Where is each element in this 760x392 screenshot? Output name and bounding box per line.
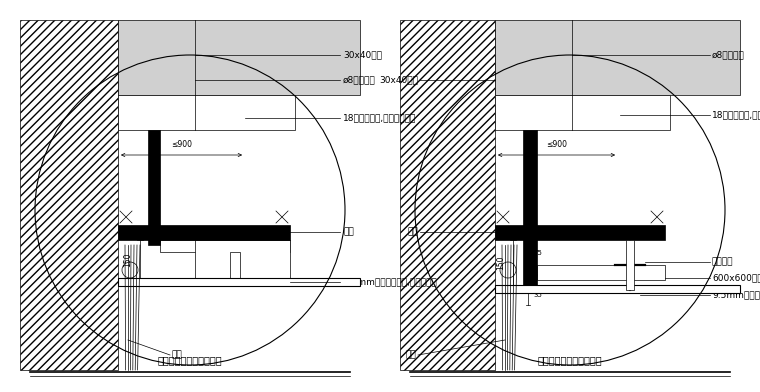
Bar — [495, 20, 740, 95]
Text: 18厚细木工板,肠刷防火处理: 18厚细木工板,肠刷防火处理 — [343, 114, 416, 123]
Bar — [230, 252, 240, 280]
Text: 150: 150 — [123, 253, 132, 267]
Text: 64: 64 — [533, 272, 542, 278]
Text: 窗帘: 窗帘 — [172, 350, 182, 359]
Text: ≤900: ≤900 — [171, 140, 192, 149]
Bar — [495, 225, 665, 240]
Text: ≤900: ≤900 — [546, 140, 567, 149]
Bar — [523, 130, 537, 285]
Text: 石膏板吊顶窗帘盒剖面图: 石膏板吊顶窗帘盒剖面图 — [157, 355, 223, 365]
Text: 75: 75 — [533, 249, 542, 256]
Bar — [195, 240, 290, 280]
Bar — [160, 240, 290, 252]
Text: ø8镀锌吊杆: ø8镀锌吊杆 — [343, 76, 375, 85]
Bar — [118, 225, 290, 240]
Bar — [537, 265, 665, 280]
Text: 窗帘: 窗帘 — [405, 350, 416, 359]
Bar — [118, 20, 360, 95]
Bar — [118, 278, 360, 286]
Bar — [626, 240, 634, 290]
Bar — [118, 95, 295, 130]
Text: 30x40木方: 30x40木方 — [379, 76, 418, 85]
Text: ø8镀锌吊杆: ø8镀锌吊杆 — [712, 51, 745, 60]
Text: 矿棉板吊顶窗帘盒剖面图: 矿棉板吊顶窗帘盒剖面图 — [537, 355, 603, 365]
Text: 18厚细木工板,肠刷防火处理: 18厚细木工板,肠刷防火处理 — [712, 111, 760, 120]
Text: 9.5mm厚石膏板吊顶,白色乳胶漆: 9.5mm厚石膏板吊顶,白色乳胶漆 — [712, 290, 760, 299]
Text: 150: 150 — [496, 255, 505, 270]
Text: 滑道: 滑道 — [407, 227, 418, 236]
Bar — [20, 20, 118, 370]
Bar — [148, 130, 160, 245]
Bar — [400, 20, 495, 370]
Text: 滑道: 滑道 — [343, 227, 353, 236]
Text: 轻钢龙骨: 轻钢龙骨 — [712, 258, 733, 267]
Bar — [495, 285, 740, 293]
Text: 35: 35 — [533, 292, 542, 298]
Text: 30x40木方: 30x40木方 — [343, 51, 382, 60]
Text: 9.5mm厚石膏板吊顶,白色乳胶漆: 9.5mm厚石膏板吊顶,白色乳胶漆 — [343, 278, 437, 287]
Text: 600x600矿棉吸音板: 600x600矿棉吸音板 — [712, 274, 760, 283]
Bar — [495, 95, 670, 130]
